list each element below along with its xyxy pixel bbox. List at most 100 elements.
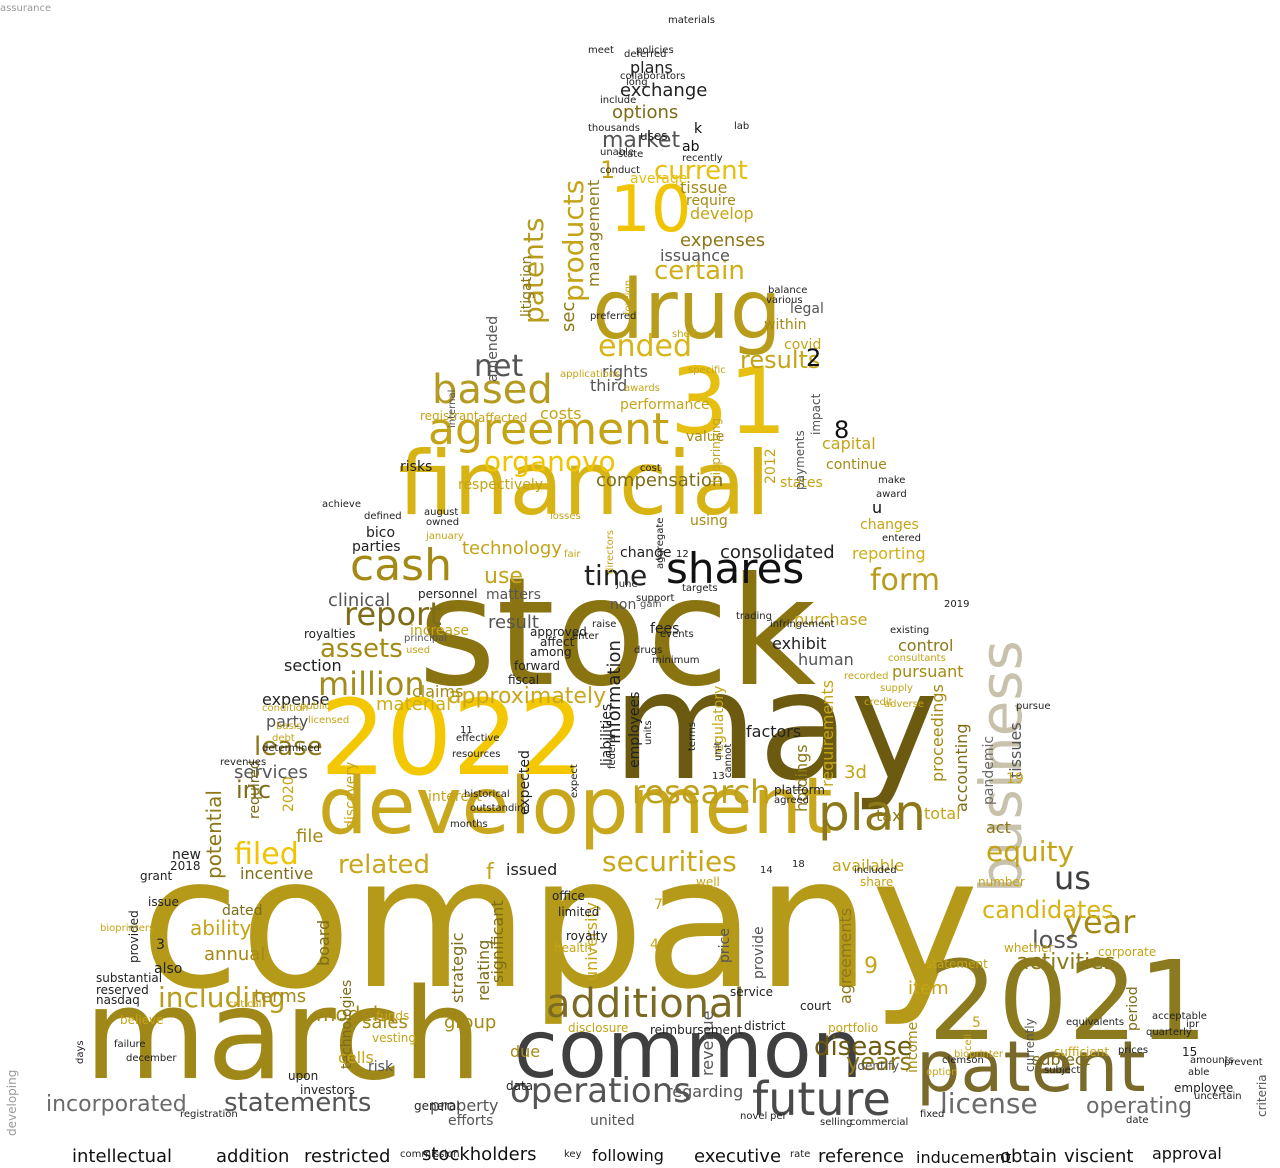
word-inc: inc bbox=[236, 776, 272, 804]
word-act: act bbox=[986, 818, 1011, 837]
word-issuance: issuance bbox=[660, 246, 730, 265]
word-sec: sec bbox=[558, 301, 579, 332]
word-basis: basis bbox=[276, 721, 302, 732]
word-patent: patent bbox=[916, 1026, 1146, 1108]
word-policies: policies bbox=[636, 45, 674, 56]
word-used: used bbox=[406, 645, 431, 656]
word-rights: rights bbox=[602, 362, 648, 381]
word-historical: historical bbox=[464, 789, 510, 800]
word-activities: activities bbox=[1016, 950, 1116, 975]
word-clemson: clemson bbox=[942, 1055, 984, 1066]
word-state: state bbox=[618, 149, 644, 160]
word-significant: significant bbox=[488, 900, 507, 983]
word-defined: defined bbox=[364, 511, 402, 522]
word-plans: plans bbox=[630, 58, 673, 77]
word-condition: condition bbox=[262, 703, 309, 714]
word-public: public bbox=[300, 701, 331, 712]
word-agreements: agreements bbox=[836, 907, 855, 1004]
word-recorded: recorded bbox=[844, 671, 889, 682]
word-4: 4 bbox=[650, 937, 659, 953]
word-lab: lab bbox=[734, 121, 750, 132]
word-litigation: litigation bbox=[519, 255, 535, 317]
word-criteria: criteria bbox=[1255, 1074, 1269, 1117]
word-prevent: prevent bbox=[1224, 1057, 1263, 1068]
word-2020: 2020 bbox=[281, 776, 297, 812]
word-disease: disease bbox=[814, 1032, 913, 1062]
word-supply: supply bbox=[880, 683, 913, 694]
word-recently: recently bbox=[682, 153, 723, 164]
word-human: human bbox=[798, 650, 854, 669]
word-fees: fees bbox=[650, 621, 680, 637]
word-enter: enter bbox=[572, 631, 599, 642]
word-funds: funds bbox=[376, 1009, 410, 1023]
word-well: well bbox=[696, 875, 720, 889]
word-parties: parties bbox=[352, 539, 401, 555]
word-gain: gain bbox=[640, 599, 662, 610]
word-third: third bbox=[590, 376, 628, 395]
word-file: file bbox=[296, 826, 324, 847]
word-11: 11 bbox=[460, 725, 473, 736]
word-matters: matters bbox=[486, 587, 541, 603]
word-cannot: cannot bbox=[723, 743, 734, 778]
word-pandemic: pandemic bbox=[981, 735, 997, 805]
word-average: average bbox=[630, 171, 688, 187]
word-development: development bbox=[318, 762, 833, 852]
word-filed: filed bbox=[234, 837, 299, 872]
word-commission: commission bbox=[400, 1149, 460, 1160]
word-approved: approved bbox=[530, 625, 587, 639]
word-research: research bbox=[632, 773, 771, 811]
word-bico: bico bbox=[366, 525, 396, 541]
word-k: k bbox=[694, 121, 703, 137]
word-conduct: conduct bbox=[600, 165, 641, 176]
word-market: market bbox=[602, 128, 681, 153]
word-owned: owned bbox=[426, 517, 460, 528]
word-requirements: requirements bbox=[818, 679, 837, 787]
word-grant: grant bbox=[140, 869, 173, 883]
word-among: among bbox=[530, 645, 572, 659]
word-compensation: compensation bbox=[596, 470, 724, 491]
word-revenues: revenues bbox=[220, 757, 267, 768]
word-19: 19 bbox=[1006, 771, 1024, 787]
word-2019: 2019 bbox=[944, 599, 970, 610]
word-events: events bbox=[660, 629, 694, 640]
word-raise: raise bbox=[592, 619, 617, 630]
word-resources: resources bbox=[452, 749, 501, 760]
word-may: may bbox=[612, 640, 939, 814]
word-existing: existing bbox=[890, 625, 930, 636]
word-tissues: tissues bbox=[1006, 722, 1025, 778]
word-change: change bbox=[620, 545, 672, 561]
word-management: management bbox=[584, 179, 603, 287]
word-options: options bbox=[612, 102, 679, 123]
word-quarterly: quarterly bbox=[1146, 1027, 1192, 1038]
word-report: report bbox=[344, 595, 442, 633]
word-materials: materials bbox=[668, 15, 715, 26]
word-loss: loss bbox=[1032, 926, 1079, 954]
word-potential: potential bbox=[202, 790, 226, 879]
word-statement: statement bbox=[926, 957, 988, 971]
word-unable: unable bbox=[600, 147, 635, 158]
word-common: common bbox=[514, 1003, 863, 1096]
word-securities: securities bbox=[602, 845, 737, 878]
word-regarding: regarding bbox=[666, 1082, 744, 1101]
word-3d: 3d bbox=[844, 762, 867, 783]
word-march: march bbox=[84, 961, 483, 1108]
word-registrant: registrant bbox=[420, 409, 479, 423]
word-using: using bbox=[690, 513, 728, 529]
word-financial: financial bbox=[398, 432, 771, 535]
word-amounts: amounts bbox=[1190, 1055, 1234, 1066]
word-2012: 2012 bbox=[763, 448, 779, 484]
word-executive: executive bbox=[694, 1146, 782, 1167]
word-district: district bbox=[744, 1019, 786, 1033]
word-december: december bbox=[126, 1053, 177, 1064]
word-due: due bbox=[510, 1042, 541, 1061]
word-reimbursement: reimbursement bbox=[650, 1023, 743, 1037]
word-investors: investors bbox=[300, 1083, 355, 1097]
word-new: new bbox=[172, 847, 201, 863]
word-including: including bbox=[158, 981, 286, 1014]
word-make: make bbox=[878, 475, 906, 486]
word-selling: selling bbox=[820, 1117, 853, 1128]
word-services: services bbox=[234, 762, 308, 783]
word-continue: continue bbox=[826, 457, 887, 473]
word-forward: forward bbox=[514, 659, 561, 673]
